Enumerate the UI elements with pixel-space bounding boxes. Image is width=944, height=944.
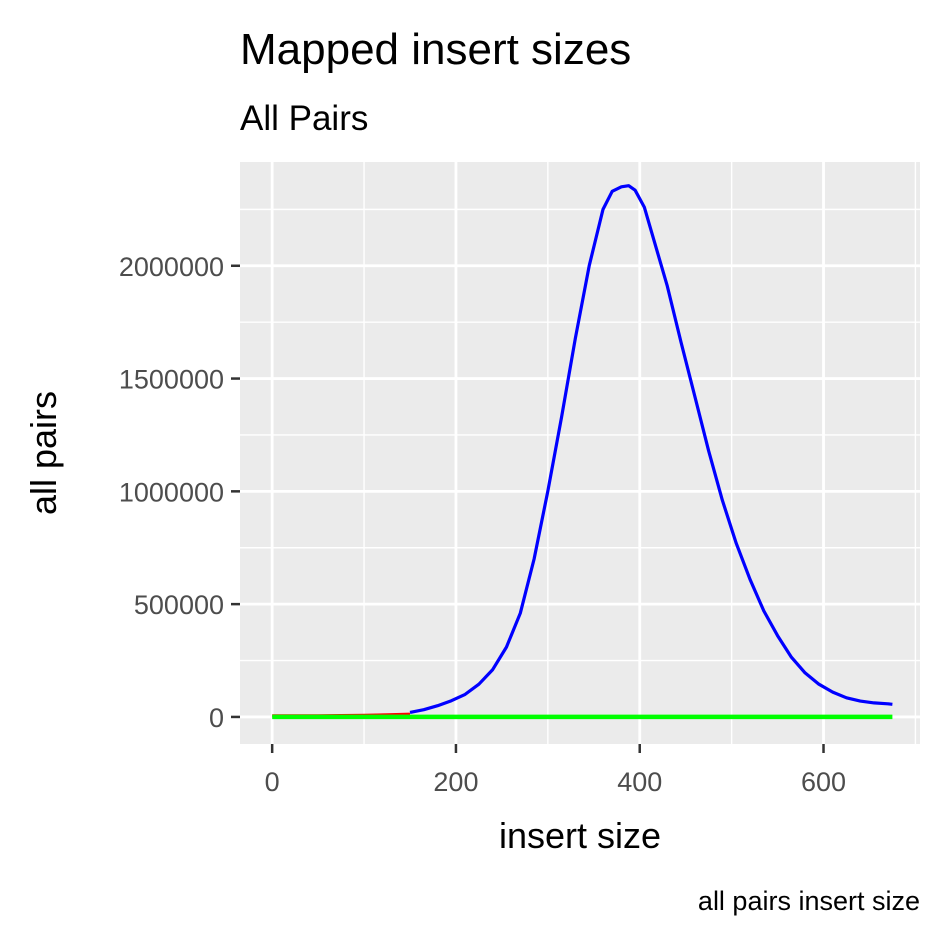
x-tick-label: 0 <box>265 767 280 797</box>
y-axis-title: all pairs <box>23 391 64 515</box>
y-tick-label: 0 <box>209 703 224 733</box>
x-axis-title: insert size <box>499 815 661 856</box>
y-tick-label: 2000000 <box>119 252 224 282</box>
y-tick-label: 500000 <box>134 590 224 620</box>
x-tick-label: 200 <box>433 767 478 797</box>
x-tick-label: 400 <box>617 767 662 797</box>
chart-title: Mapped insert sizes <box>240 25 631 74</box>
y-tick-label: 1500000 <box>119 365 224 395</box>
axes: 0 200 400 600 0 500000 1000000 1500000 2000000 <box>119 252 846 797</box>
series-lines <box>272 184 893 720</box>
plot-panel <box>240 162 920 744</box>
chart-caption: all pairs insert size <box>698 886 920 916</box>
y-tick-label: 1000000 <box>119 477 224 507</box>
x-tick-label: 600 <box>801 767 846 797</box>
series-line-1 <box>409 184 893 714</box>
chart-subtitle: All Pairs <box>240 99 368 138</box>
